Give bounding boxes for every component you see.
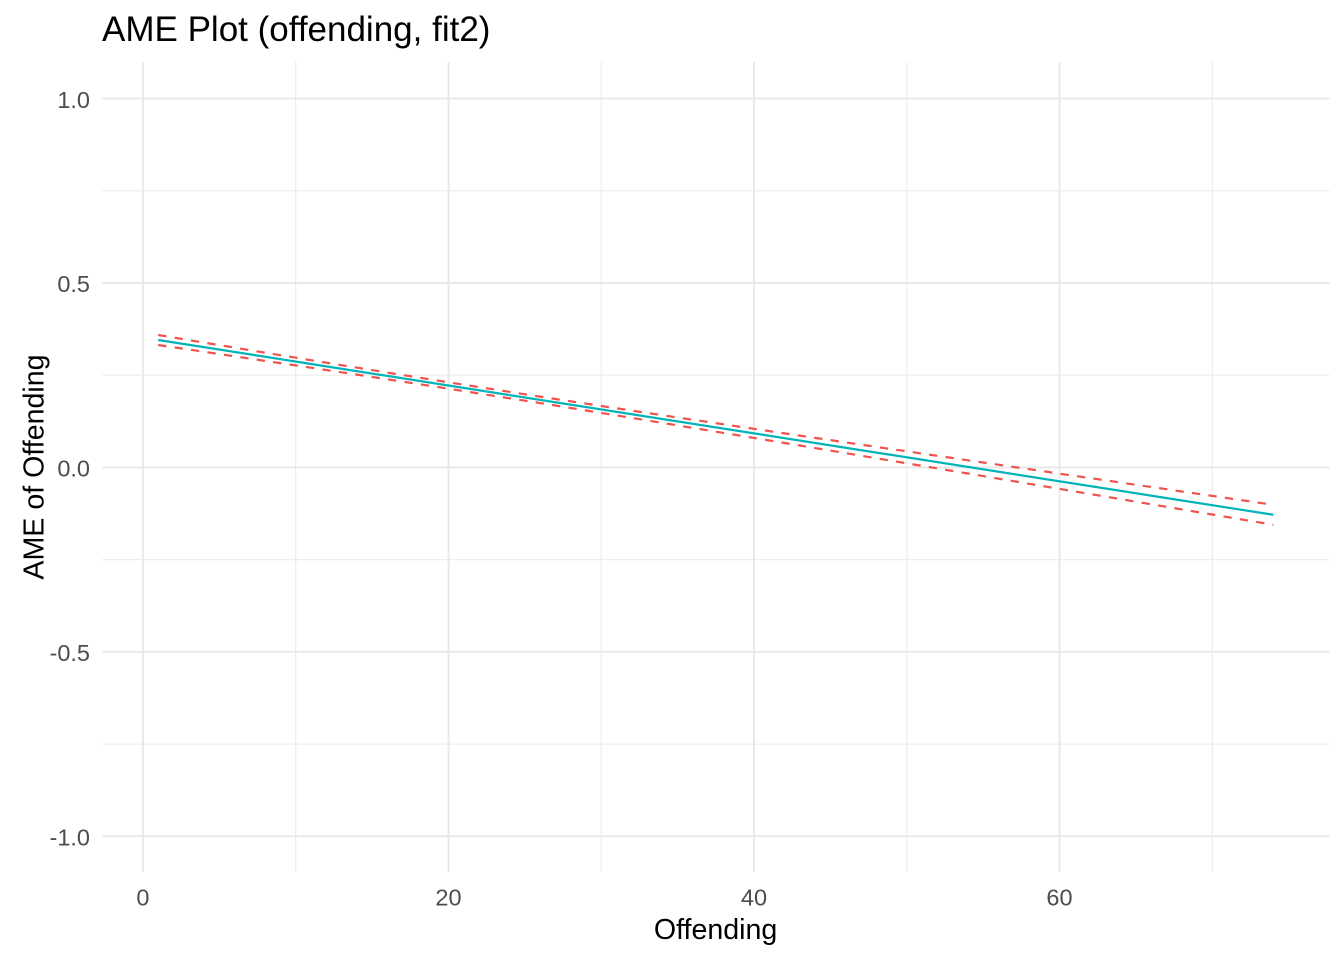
svg-text:0.0: 0.0 <box>57 456 90 482</box>
svg-text:60: 60 <box>1046 885 1072 911</box>
svg-text:40: 40 <box>741 885 767 911</box>
svg-text:-1.0: -1.0 <box>50 824 91 850</box>
svg-text:-0.5: -0.5 <box>50 640 91 666</box>
svg-text:AME Plot (offending, fit2): AME Plot (offending, fit2) <box>102 10 490 49</box>
svg-text:Offending: Offending <box>654 914 777 946</box>
svg-text:AME of Offending: AME of Offending <box>19 354 51 579</box>
svg-text:0: 0 <box>136 885 149 911</box>
svg-text:1.0: 1.0 <box>57 87 90 113</box>
svg-text:0.5: 0.5 <box>57 271 90 297</box>
svg-text:20: 20 <box>435 885 461 911</box>
